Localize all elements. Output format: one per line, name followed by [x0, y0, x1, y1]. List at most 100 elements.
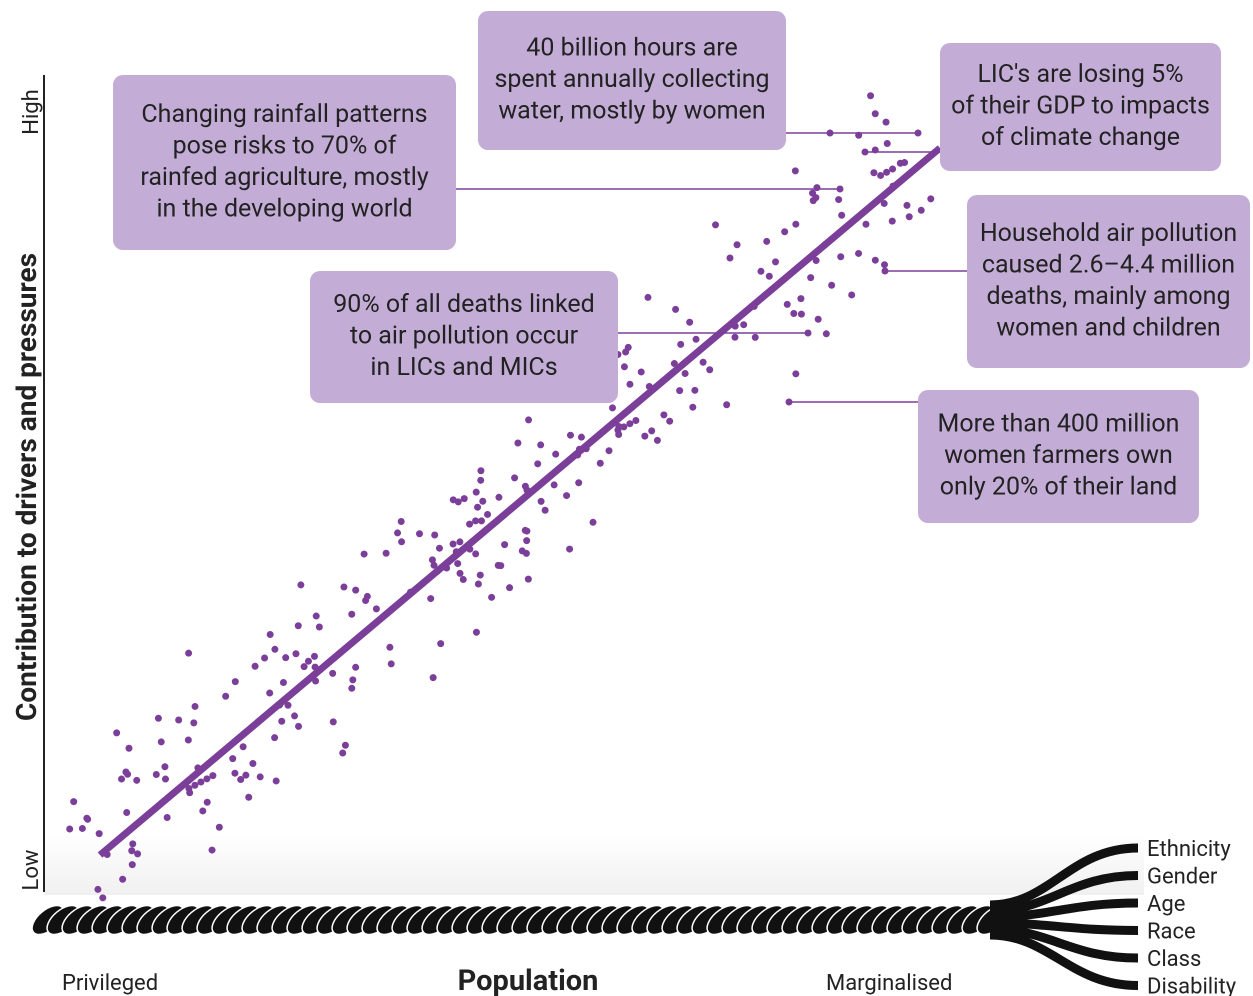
- annotation-text: caused 2.6–4.4 million: [982, 250, 1235, 279]
- dot: [881, 261, 889, 269]
- annotation-text: only 20% of their land: [940, 473, 1177, 502]
- trend-line: [97, 145, 943, 858]
- dot: [161, 763, 169, 771]
- dot: [615, 430, 623, 438]
- leader-dot: [914, 129, 922, 137]
- dot: [124, 770, 132, 778]
- leader-dot: [785, 398, 793, 406]
- dot: [566, 545, 574, 553]
- dot: [272, 777, 280, 785]
- dot: [626, 420, 634, 428]
- strand: [989, 930, 1139, 990]
- dot: [660, 411, 668, 419]
- dot: [927, 195, 935, 203]
- annotation-text: More than 400 million: [938, 410, 1180, 439]
- dot: [751, 333, 759, 341]
- dot: [648, 427, 656, 435]
- dot: [883, 140, 891, 148]
- dot: [726, 254, 734, 262]
- dot: [190, 719, 198, 727]
- dot: [416, 530, 424, 538]
- dot: [435, 544, 443, 552]
- dot: [191, 781, 199, 789]
- dot: [903, 201, 911, 209]
- annotation-text: in LICs and MICs: [370, 353, 557, 382]
- dot: [644, 293, 652, 301]
- dot: [807, 274, 815, 282]
- dot: [871, 110, 879, 118]
- dot: [813, 184, 821, 192]
- dot: [315, 623, 323, 631]
- x-right-label: Marginalised: [826, 971, 952, 996]
- y-low-label: Low: [19, 849, 44, 890]
- strand-label: Age: [1147, 892, 1185, 917]
- dot: [397, 518, 405, 526]
- dot: [757, 267, 765, 275]
- dot: [239, 743, 247, 751]
- dot: [199, 807, 207, 815]
- dot: [348, 684, 356, 692]
- strand-label: Disability: [1147, 975, 1237, 996]
- dot: [733, 241, 741, 249]
- annotation-text: rainfed agriculture, mostly: [140, 163, 428, 192]
- rope: [31, 904, 1010, 936]
- dot: [575, 479, 583, 487]
- annotation-box: [967, 195, 1250, 368]
- dot: [791, 167, 799, 175]
- dot: [352, 586, 360, 594]
- dot: [185, 649, 193, 657]
- dot: [740, 321, 748, 329]
- dot: [552, 450, 560, 458]
- dot: [723, 401, 731, 409]
- dot: [242, 771, 250, 779]
- dot: [880, 199, 888, 207]
- dot: [152, 771, 160, 779]
- annotation-text: women farmers own: [944, 441, 1173, 470]
- leader-dot: [804, 329, 812, 337]
- dot: [197, 778, 205, 786]
- dot: [589, 518, 597, 526]
- dot: [209, 772, 217, 780]
- dot: [689, 403, 697, 411]
- dot: [862, 220, 870, 228]
- dot: [828, 281, 836, 289]
- dot: [686, 318, 694, 326]
- dot: [550, 481, 558, 489]
- dot: [781, 228, 789, 236]
- dot: [119, 875, 127, 883]
- dot: [620, 423, 628, 431]
- dot: [472, 550, 480, 558]
- dot: [459, 575, 467, 583]
- dot: [477, 517, 485, 525]
- dot: [297, 581, 305, 589]
- dot: [605, 447, 613, 455]
- dot: [191, 702, 199, 710]
- dot: [497, 562, 505, 570]
- dot: [312, 612, 320, 620]
- dot: [632, 416, 640, 424]
- annotation-box: [478, 11, 786, 150]
- dot: [622, 348, 630, 356]
- dot: [712, 221, 720, 229]
- x-axis-label: Population: [458, 964, 599, 996]
- dot: [427, 595, 435, 603]
- dot: [797, 295, 805, 303]
- annotation-text: LIC's are losing 5%: [977, 60, 1183, 89]
- dot: [94, 885, 102, 893]
- dot: [822, 330, 830, 338]
- dot: [175, 716, 183, 724]
- dot: [454, 560, 462, 568]
- dot: [609, 404, 617, 412]
- dot: [184, 736, 192, 744]
- dot: [835, 196, 843, 204]
- dot: [70, 798, 78, 806]
- annotation-box: [918, 390, 1199, 523]
- dot: [431, 531, 439, 539]
- dot: [348, 610, 356, 618]
- dot: [291, 712, 299, 720]
- leader-dot: [826, 129, 834, 137]
- dot: [134, 850, 142, 858]
- dot: [677, 340, 685, 348]
- dot: [339, 749, 347, 757]
